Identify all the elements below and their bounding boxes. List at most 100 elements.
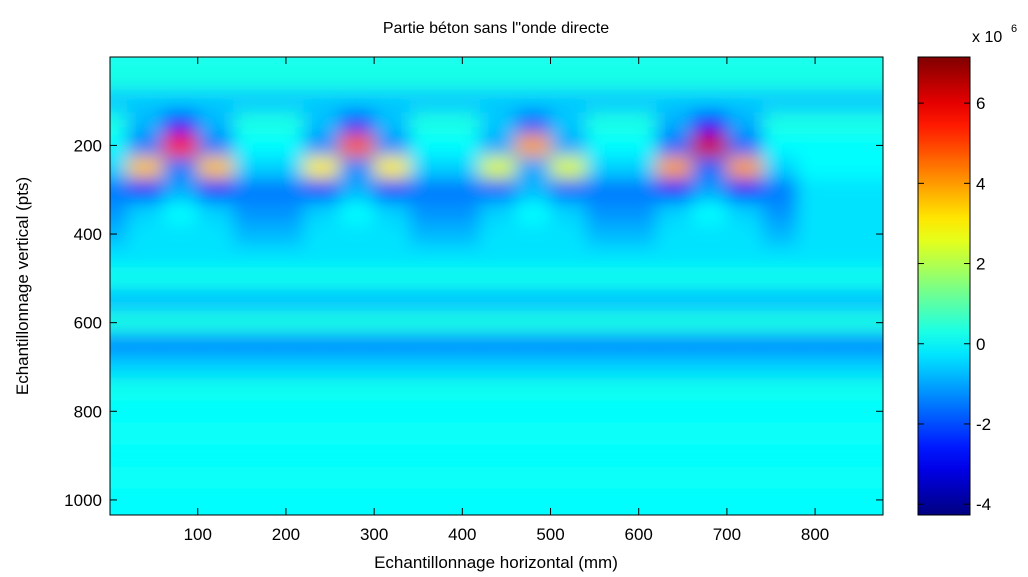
heat-cell <box>832 400 869 423</box>
heat-cell <box>515 488 552 512</box>
heat-cell <box>303 178 340 202</box>
heat-cell <box>585 245 622 268</box>
heat-cell <box>762 466 798 490</box>
heat-cell <box>550 333 587 357</box>
heat-cell <box>374 222 410 246</box>
heat-cell <box>409 422 446 446</box>
heat-cell <box>162 156 199 180</box>
heat-cell <box>162 400 199 423</box>
heat-cell <box>197 134 234 157</box>
heat-cell <box>832 178 869 202</box>
heat-cell <box>233 355 269 379</box>
heat-cell <box>762 289 798 313</box>
heat-cell <box>691 400 728 423</box>
heat-cell <box>479 511 516 515</box>
heat-cell <box>409 112 446 135</box>
heat-cell <box>515 355 552 379</box>
heat-cell <box>621 156 657 180</box>
heat-cell <box>127 57 163 69</box>
heat-cell <box>444 289 481 313</box>
heat-cell <box>268 90 305 113</box>
heat-cell <box>656 90 693 113</box>
heat-cell <box>656 289 693 313</box>
heat-cell <box>762 90 798 113</box>
x-tick-label: 100 <box>184 525 212 544</box>
heat-cell <box>110 511 128 515</box>
heat-cell <box>691 355 728 379</box>
heat-cell <box>303 90 340 113</box>
heat-cell <box>409 134 446 157</box>
heat-cell <box>832 156 869 180</box>
x-tick-label: 400 <box>448 525 476 544</box>
heat-cell <box>374 400 410 423</box>
heat-cell <box>726 134 763 157</box>
heat-cell <box>762 245 798 268</box>
heat-cell <box>621 422 657 446</box>
heat-cell <box>127 400 163 423</box>
heat-cell <box>479 90 516 113</box>
heat-cell <box>409 200 446 224</box>
heat-cell <box>585 57 622 69</box>
heat-cell <box>621 112 657 135</box>
heat-cell <box>374 333 410 357</box>
heat-cell <box>868 134 883 157</box>
heat-cell <box>303 488 340 512</box>
heat-cell <box>550 511 587 515</box>
heat-cell <box>656 444 693 468</box>
heat-cell <box>233 333 269 357</box>
heat-cell <box>268 444 305 468</box>
heat-cell <box>832 289 869 313</box>
x-tick-label: 700 <box>713 525 741 544</box>
heat-cell <box>233 156 269 180</box>
heat-cell <box>197 57 234 69</box>
heat-cell <box>338 200 375 224</box>
heat-cell <box>374 355 410 379</box>
heat-cell <box>127 67 163 91</box>
y-tick-label: 800 <box>74 402 102 421</box>
heat-cell <box>832 134 869 157</box>
x-axis-label: Echantillonnage horizontal (mm) <box>374 553 618 572</box>
heat-cell <box>110 112 128 135</box>
heat-cell <box>691 57 728 69</box>
heat-cell <box>726 57 763 69</box>
heat-cell <box>409 57 446 69</box>
heat-cell <box>409 67 446 91</box>
heat-cell <box>110 422 128 446</box>
heat-cell <box>797 333 834 357</box>
heat-cell <box>162 67 199 91</box>
heat-cell <box>444 311 481 335</box>
heat-cell <box>303 311 340 335</box>
heat-cell <box>233 289 269 313</box>
heat-cell <box>110 400 128 423</box>
heat-cell <box>197 400 234 423</box>
heat-cell <box>409 178 446 202</box>
heat-cell <box>127 112 163 135</box>
heat-cell <box>233 488 269 512</box>
heat-cell <box>338 311 375 335</box>
heat-cell <box>656 267 693 290</box>
heat-cell <box>762 400 798 423</box>
heat-cell <box>303 444 340 468</box>
heat-cell <box>550 134 587 157</box>
heat-cell <box>621 289 657 313</box>
heat-cell <box>338 267 375 290</box>
heat-cell <box>762 355 798 379</box>
heat-cell <box>762 178 798 202</box>
y-tick-label: 600 <box>74 314 102 333</box>
heat-cell <box>444 178 481 202</box>
heat-cell <box>162 444 199 468</box>
heat-cell <box>656 200 693 224</box>
heat-cell <box>726 466 763 490</box>
heat-cell <box>197 355 234 379</box>
heat-cell <box>550 245 587 268</box>
heat-cell <box>621 333 657 357</box>
heat-cell <box>409 333 446 357</box>
heat-cell <box>832 378 869 401</box>
heat-cell <box>444 400 481 423</box>
heat-cell <box>268 222 305 246</box>
heat-cell <box>409 488 446 512</box>
heat-cell <box>233 378 269 401</box>
heat-cell <box>832 444 869 468</box>
heat-cell <box>127 422 163 446</box>
heat-cell <box>691 488 728 512</box>
